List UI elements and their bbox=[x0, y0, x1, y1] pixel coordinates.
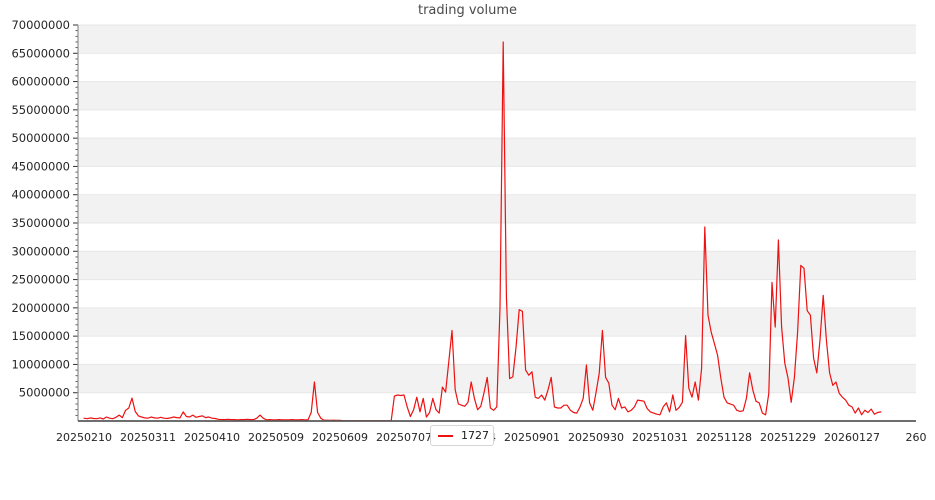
plot-band bbox=[78, 279, 916, 308]
plot-band bbox=[78, 251, 916, 280]
x-axis-label: 20250609 bbox=[312, 431, 368, 444]
y-axis-label: 20000000 bbox=[11, 301, 70, 315]
y-axis-label: 40000000 bbox=[11, 188, 70, 202]
y-axis-label: 35000000 bbox=[11, 216, 70, 230]
y-axis-label: 5000000 bbox=[19, 386, 70, 400]
legend-label: 1727 bbox=[461, 429, 489, 442]
x-axis-label: 20250410 bbox=[184, 431, 240, 444]
plot-band bbox=[78, 336, 916, 365]
x-axis-label: 20251031 bbox=[632, 431, 688, 444]
y-axis-label: 30000000 bbox=[11, 244, 70, 258]
x-axis-label: 20250210 bbox=[56, 431, 112, 444]
legend: 1727 bbox=[430, 425, 494, 446]
legend-line-swatch bbox=[438, 434, 453, 437]
x-axis-label: 20250930 bbox=[568, 431, 624, 444]
x-axis-label: 20250707 bbox=[376, 431, 432, 444]
plot-band bbox=[78, 53, 916, 82]
plot-band bbox=[78, 166, 916, 195]
plot-band bbox=[78, 223, 916, 252]
plot-band bbox=[78, 307, 916, 337]
y-axis-label: 15000000 bbox=[11, 329, 70, 343]
x-axis-label: 20250901 bbox=[504, 431, 560, 444]
y-axis-label: 65000000 bbox=[11, 46, 70, 60]
y-axis-label: 45000000 bbox=[11, 159, 70, 173]
y-axis-label: 60000000 bbox=[11, 75, 70, 89]
x-axis-label: 20251128 bbox=[696, 431, 752, 444]
chart-title: trading volume bbox=[417, 3, 518, 18]
y-axis-label: 10000000 bbox=[11, 357, 70, 371]
x-axis-label: 20251229 bbox=[760, 431, 816, 444]
plot-band bbox=[78, 25, 916, 54]
plot-band bbox=[78, 194, 916, 223]
y-axis-label: 55000000 bbox=[11, 103, 70, 117]
plot-band bbox=[78, 109, 916, 139]
y-axis-label: 70000000 bbox=[11, 18, 70, 32]
plot-band bbox=[78, 138, 916, 167]
x-axis-label: 20260127 bbox=[824, 431, 880, 444]
plot-band bbox=[78, 81, 916, 110]
x-axis-label: 20250509 bbox=[248, 431, 304, 444]
y-axis-label: 25000000 bbox=[11, 273, 70, 287]
series-line bbox=[83, 41, 882, 422]
x-axis-label: 20250311 bbox=[120, 431, 176, 444]
y-axis-label: 50000000 bbox=[11, 131, 70, 145]
x-axis-label: 260 bbox=[906, 431, 927, 444]
